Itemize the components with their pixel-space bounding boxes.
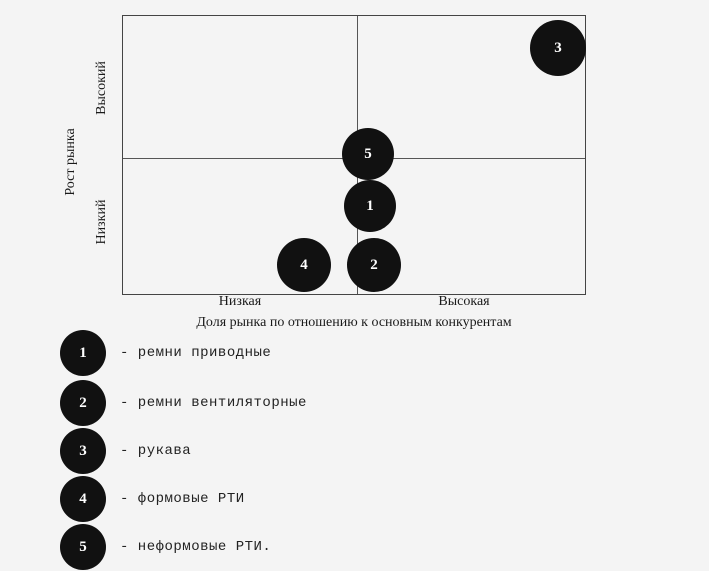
bubble-1: 1 xyxy=(344,180,396,232)
bubble-2: 2 xyxy=(347,238,401,292)
legend-bubble-3: 3 xyxy=(60,428,106,474)
legend-bubble-4: 4 xyxy=(60,476,106,522)
legend-text-2: - ремни вентиляторные xyxy=(120,395,307,411)
x-label-high: Высокая xyxy=(438,294,490,309)
legend-item-2: 2 - ремни вентиляторные xyxy=(60,380,307,426)
bubble-4: 4 xyxy=(277,238,331,292)
legend-item-4: 4 - формовые РТИ xyxy=(60,476,245,522)
legend-item-5: 5 - неформовые РТИ. xyxy=(60,524,271,570)
legend-bubble-5: 5 xyxy=(60,524,106,570)
x-axis-title: Доля рынка по отношению к основным конку… xyxy=(196,315,512,330)
x-label-low: Низкая xyxy=(218,294,262,309)
legend-bubble-1: 1 xyxy=(60,330,106,376)
bubble-3: 3 xyxy=(530,20,586,76)
legend-item-3: 3 - рукава xyxy=(60,428,191,474)
legend-text-1: - ремни приводные xyxy=(120,345,272,361)
legend-text-3: - рукава xyxy=(120,443,192,459)
y-label-low: Низкий xyxy=(94,199,109,245)
legend-item-1: 1 - ремни приводные xyxy=(60,330,271,376)
legend-text-5: - неформовые РТИ. xyxy=(120,539,272,555)
y-axis-title: Рост рынка xyxy=(63,128,78,196)
growth-share-matrix: 1 2 3 4 5 xyxy=(122,15,586,295)
bubble-5: 5 xyxy=(342,128,394,180)
y-label-high: Высокий xyxy=(94,61,109,115)
legend-text-4: - формовые РТИ xyxy=(120,491,245,507)
legend-bubble-2: 2 xyxy=(60,380,106,426)
